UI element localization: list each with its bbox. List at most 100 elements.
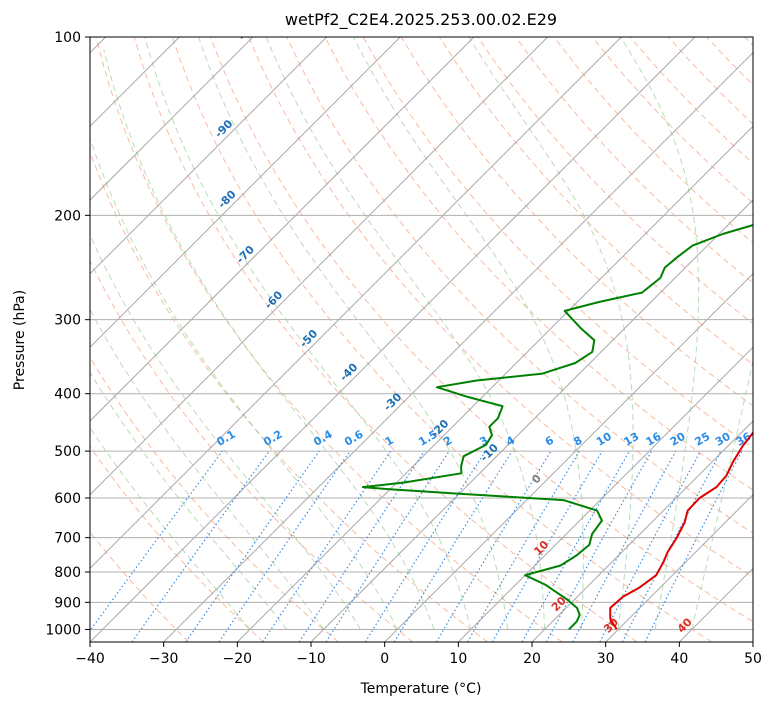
dry-adiabat-label: -100: [236, 14, 265, 43]
x-axis-ticks: −40 −30 −20 −10 0 10 20 30 40 50: [75, 642, 762, 667]
y-tick-label: 700: [54, 531, 81, 547]
mixing-ratio-line: [90, 450, 223, 632]
x-axis-title: Temperature (°C): [360, 681, 482, 697]
dry-adiabat-line: [133, 37, 638, 642]
mixing-ratio-label: 8: [571, 434, 584, 449]
dry-adiabat-line: [95, 37, 563, 642]
moist-adiabat-line: [90, 308, 325, 630]
dry-adiabat-line: [706, 37, 753, 86]
dry-adiabat-line: [90, 356, 339, 642]
isotherm-line: [752, 641, 753, 642]
mixing-ratio-line: [545, 450, 653, 642]
moist-adiabat-line: [691, 358, 753, 630]
isotherm-line: [678, 567, 753, 642]
mixing-ratio-label: 10: [594, 430, 614, 449]
y-tick-label: 600: [54, 491, 81, 507]
mixing-ratio-label: 25: [693, 430, 713, 449]
isotherm-line: [90, 37, 549, 496]
mixing-ratio-line: [185, 450, 320, 642]
isotherm-line: [90, 37, 401, 349]
x-tick-label: 50: [744, 651, 762, 667]
plot-area: 0.1 0.2 0.4 0.6 1 1.5 2 3 4 6 8 10 13 16 20 25 30 36-100-…: [90, 14, 754, 642]
profile-series: [361, 224, 753, 631]
y-axis-ticks: 100 200 300 400 500 600 700 800 900 1000: [45, 30, 90, 638]
mixing-ratio-line: [298, 450, 425, 642]
moist-adiabat-line: [353, 37, 584, 630]
dry-adiabat-label: 40: [675, 615, 695, 635]
dewpoint-profile-line: [361, 224, 753, 631]
mixing-ratio-line: [599, 450, 702, 642]
moist-adiabat-line: [265, 37, 546, 630]
mixing-ratio-line: [521, 450, 631, 642]
dry-adiabat-line: [248, 37, 753, 578]
x-tick-label: −30: [149, 651, 179, 667]
moist-adiabat-line: [90, 371, 288, 630]
moist-adiabat-line: [468, 37, 634, 630]
isotherm-line: [90, 37, 254, 201]
plot-frame: [89, 36, 754, 643]
y-tick-label: 900: [54, 595, 81, 611]
mixing-ratio-line: [325, 450, 450, 642]
mixing-ratio-label: 0.4: [311, 428, 335, 449]
mixing-ratio-line: [644, 450, 743, 642]
moist-adiabat-line: [90, 136, 398, 630]
dry-adiabat-line: [90, 150, 488, 642]
isoline-labels: 0.1 0.2 0.4 0.6 1 1.5 2 3 4 6 8 10 13 16 20 25 30 36-100-…: [212, 14, 754, 636]
pressure-gridlines: [90, 37, 753, 630]
x-tick-label: 0: [380, 651, 389, 667]
isotherm-line: [605, 493, 753, 642]
mixing-ratio-label: 16: [644, 430, 664, 449]
dry-adiabat-line: [324, 37, 753, 491]
dry-adiabat-line: [668, 37, 753, 125]
dry-adiabat-line: [90, 259, 414, 642]
temperature-profile-line: [609, 431, 753, 630]
dry-adiabat-label: -80: [215, 187, 238, 210]
dry-adiabat-label: 20: [549, 594, 569, 614]
chart-title: wetPf2_C2E4.2025.253.00.02.E29: [285, 10, 557, 30]
isotherm-line: [90, 37, 475, 422]
y-tick-label: 300: [54, 313, 81, 329]
x-tick-label: −10: [296, 651, 326, 667]
mixing-ratio-label: 0.6: [342, 428, 366, 449]
isotherm-line: [384, 272, 753, 642]
mixing-ratio-label: 0.2: [261, 428, 284, 449]
skewed-isotherms: [90, 37, 753, 642]
dry-adiabat-line: [210, 37, 753, 623]
y-tick-label: 100: [54, 30, 81, 46]
moist-adiabat-line: [103, 49, 435, 630]
y-tick-label: 500: [54, 444, 81, 460]
moist-adiabat-line: [144, 37, 472, 630]
mixing-ratio-label: 13: [621, 430, 641, 449]
x-tick-label: −20: [223, 651, 253, 667]
mixing-ratio-label: 20: [668, 430, 688, 449]
dry-adiabat-line: [591, 37, 753, 204]
dry-adiabat-line: [171, 37, 712, 642]
isotherm-line: [457, 346, 753, 642]
moist-adiabat-line: [620, 37, 700, 630]
mixing-ratio-label: 30: [713, 430, 733, 449]
dry-adiabat-label: -60: [262, 288, 285, 311]
moist-adiabat-line: [90, 233, 361, 630]
isotherm-line: [90, 37, 328, 275]
dry-adiabat-line: [286, 37, 753, 534]
dry-adiabat-line: [744, 37, 753, 47]
moist-adiabats: [90, 37, 753, 630]
dry-adiabat-line: [553, 37, 753, 244]
dry-adiabat-label: -40: [337, 360, 360, 383]
moist-adiabat-line: [90, 426, 251, 630]
dry-adiabat-line: [90, 445, 264, 642]
moist-adiabat-line: [198, 37, 509, 630]
mixing-ratio-lines: [90, 450, 743, 642]
y-tick-label: 400: [54, 387, 81, 403]
x-tick-label: 10: [449, 651, 467, 667]
isotherm-line: [90, 37, 696, 642]
isotherm-line: [310, 199, 753, 642]
mixing-ratio-label: 36: [734, 430, 754, 449]
y-axis-title: Pressure (hPa): [12, 290, 28, 390]
y-tick-label: 1000: [45, 622, 81, 638]
mixing-ratio-label: 2: [441, 434, 454, 449]
dry-adiabat-label: 10: [531, 538, 551, 558]
mixing-ratio-line: [218, 450, 351, 642]
isotherm-line: [163, 51, 753, 642]
x-tick-label: 20: [523, 651, 541, 667]
